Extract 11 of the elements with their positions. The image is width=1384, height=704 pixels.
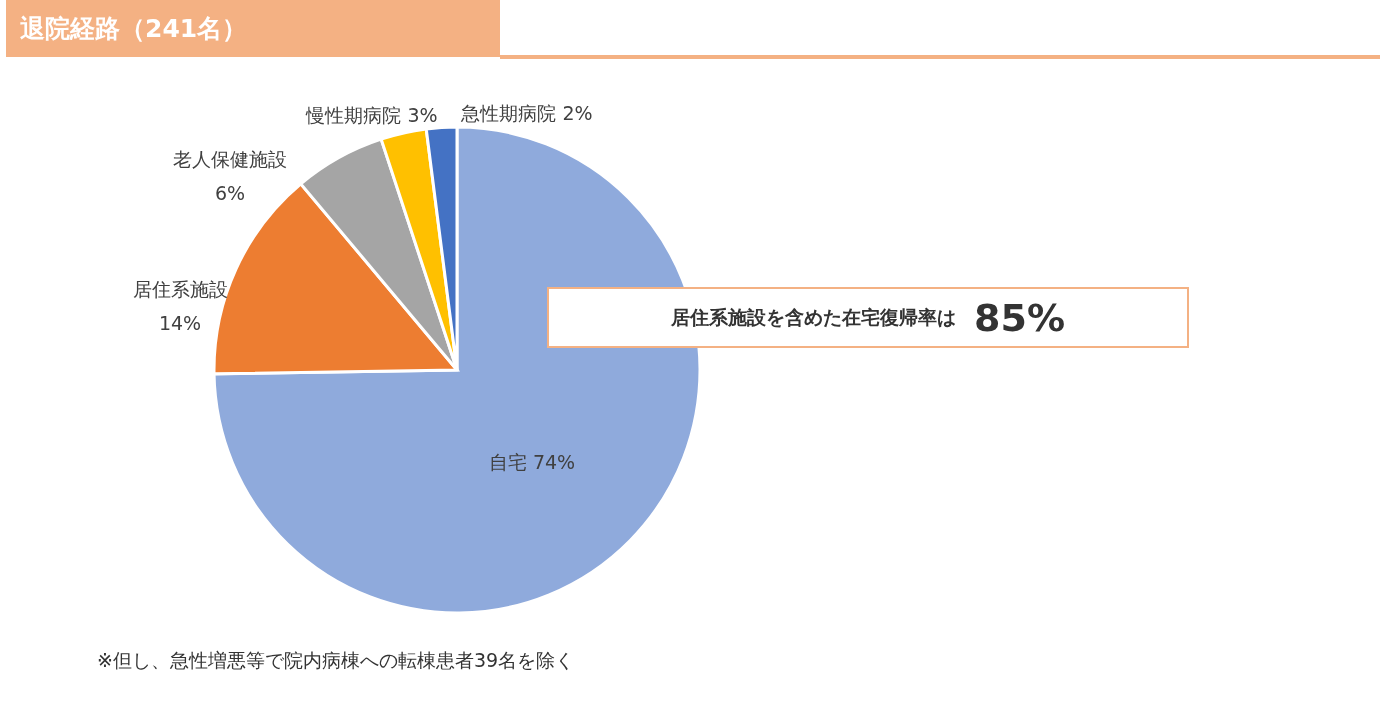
slice-label: 自宅 74% <box>488 451 576 473</box>
slice-label: 慢性期病院 3% <box>305 104 438 126</box>
text: 85% <box>974 295 1065 340</box>
data-label: 6% <box>214 182 246 204</box>
chart-title: 退院経路（241名） <box>20 13 248 45</box>
slice-label: 急性期病院 2% <box>460 102 593 124</box>
slice-label: 居住系施設 <box>132 278 228 300</box>
slice-label: 老人保健施設 <box>173 148 287 170</box>
data-label: 14% <box>158 312 202 334</box>
text: 居住系施設を含めた在宅復帰率は <box>671 304 957 330</box>
text: ※但し、急性増悪等で院内病棟への転棟患者39名を除く <box>97 648 575 673</box>
